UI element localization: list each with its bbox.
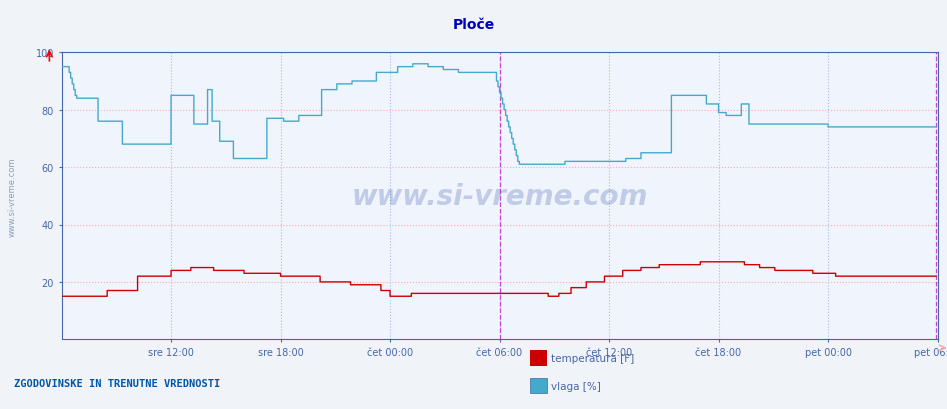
Text: temperatura [F]: temperatura [F] (551, 353, 634, 363)
Text: vlaga [%]: vlaga [%] (551, 382, 601, 391)
Text: www.si-vreme.com: www.si-vreme.com (8, 157, 17, 236)
Text: ZGODOVINSKE IN TRENUTNE VREDNOSTI: ZGODOVINSKE IN TRENUTNE VREDNOSTI (14, 378, 221, 389)
Text: Ploče: Ploče (453, 18, 494, 32)
Text: www.si-vreme.com: www.si-vreme.com (351, 182, 648, 210)
